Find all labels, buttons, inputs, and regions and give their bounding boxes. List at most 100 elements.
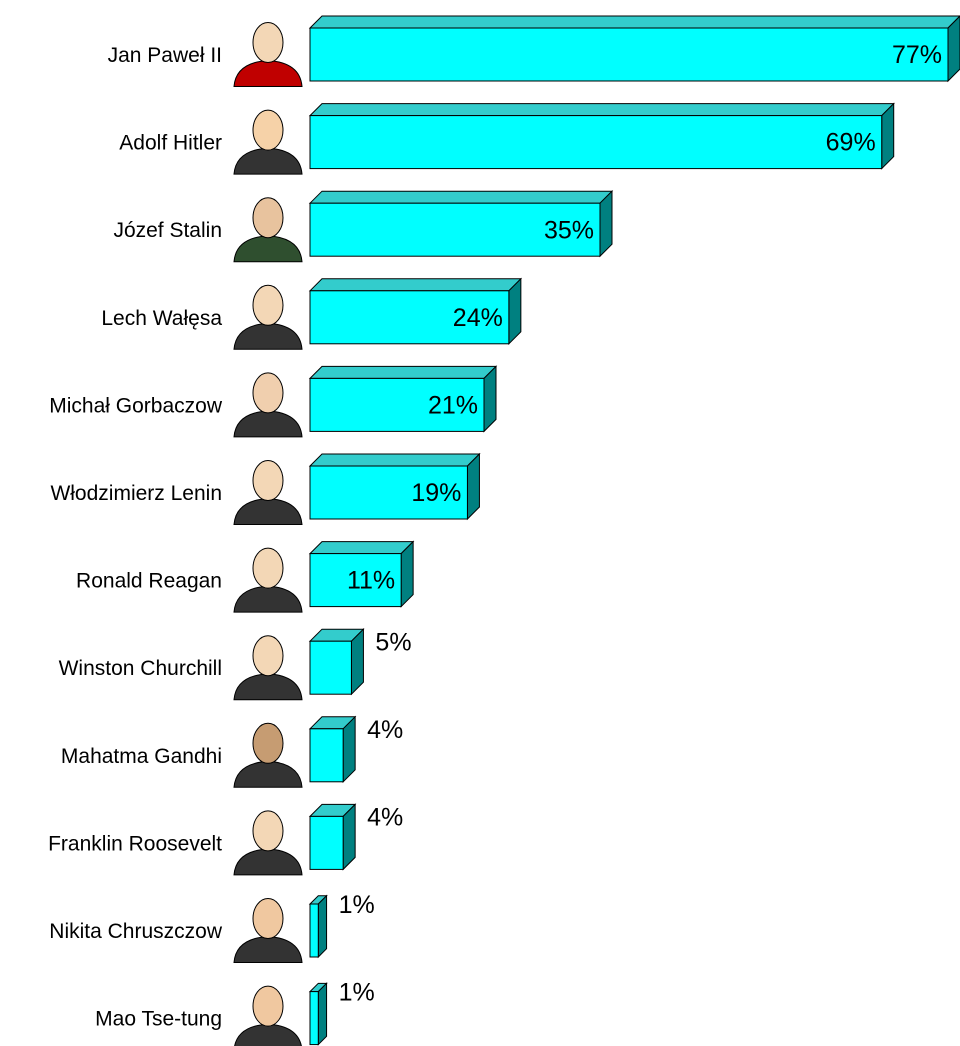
value-label: 19%	[411, 479, 461, 507]
portrait-body	[233, 322, 303, 350]
category-label: Lech Wałęsa	[101, 307, 222, 330]
category-label: Józef Stalin	[113, 219, 222, 242]
category-label: Włodzimierz Lenin	[50, 482, 222, 505]
portrait-head	[252, 985, 284, 1027]
value-label: 4%	[367, 804, 403, 832]
bar-front	[309, 465, 468, 520]
bar-front	[309, 903, 319, 958]
portrait-body	[233, 410, 303, 438]
portrait-body	[233, 585, 303, 613]
category-label: Nikita Chruszczow	[49, 920, 223, 943]
bar-side	[342, 803, 356, 871]
bar-side	[947, 15, 960, 83]
bar-top	[308, 541, 415, 555]
portrait	[233, 460, 303, 525]
category-label: Jan Paweł II	[108, 44, 222, 67]
bar	[308, 627, 365, 696]
bar-top	[308, 15, 960, 29]
value-label: 21%	[428, 392, 478, 420]
category-label: Ronald Reagan	[76, 570, 222, 593]
portrait-head	[252, 284, 284, 326]
bar	[308, 102, 895, 170]
value-label: 4%	[367, 716, 403, 744]
bar	[308, 452, 481, 521]
bar	[308, 277, 523, 346]
portrait-head	[252, 460, 284, 501]
bar-side	[342, 715, 356, 784]
bar-front	[309, 377, 485, 432]
portrait	[233, 22, 303, 87]
bar-top	[308, 365, 498, 379]
bar-front	[309, 815, 344, 870]
bar-front	[309, 640, 352, 695]
bar-side	[400, 540, 414, 608]
portrait-head	[252, 722, 284, 764]
portrait-body	[233, 497, 303, 525]
portrait	[233, 547, 303, 613]
portrait	[233, 284, 303, 350]
bar-top	[308, 453, 481, 467]
bar	[308, 715, 357, 784]
bar-front	[309, 553, 402, 608]
category-label: Mahatma Gandhi	[61, 745, 222, 768]
portrait-body	[233, 59, 303, 87]
category-label: Winston Churchill	[59, 657, 222, 680]
bar-front	[309, 115, 883, 170]
bar	[308, 15, 960, 83]
portrait	[233, 722, 303, 788]
bar	[308, 540, 415, 608]
category-label: Michał Gorbaczow	[49, 394, 223, 417]
portrait-head	[252, 372, 284, 414]
portrait	[233, 635, 303, 701]
value-label: 11%	[347, 567, 395, 595]
value-label: 1%	[339, 979, 375, 1007]
portrait-body	[233, 760, 303, 788]
bar-top	[308, 103, 895, 117]
bar-front	[309, 991, 319, 1046]
category-label: Franklin Roosevelt	[48, 832, 222, 855]
bar	[308, 982, 328, 1046]
portrait-body	[233, 673, 303, 701]
bar	[308, 365, 498, 433]
bar-top	[308, 190, 614, 204]
portrait-body	[233, 147, 303, 175]
portrait-body	[233, 235, 303, 263]
value-label: 69%	[826, 129, 876, 157]
portrait-head	[252, 898, 284, 939]
portrait	[234, 985, 302, 1046]
bar-side	[317, 982, 328, 1046]
bar-side	[483, 365, 497, 433]
portrait	[233, 109, 303, 175]
value-label: 5%	[375, 628, 411, 656]
value-label: 24%	[453, 304, 503, 332]
bar-side	[881, 102, 895, 170]
bar-side	[350, 627, 364, 696]
portrait-body	[233, 848, 303, 876]
portrait-head	[252, 635, 284, 677]
bar-side	[599, 189, 613, 258]
category-label: Mao Tse-tung	[95, 1008, 222, 1031]
portrait-head	[252, 197, 284, 239]
bar-side	[508, 277, 522, 346]
portrait	[233, 898, 303, 963]
bar-front	[309, 27, 949, 82]
value-label: 35%	[544, 216, 594, 244]
portrait-body	[234, 1023, 302, 1046]
bar-top	[308, 278, 523, 292]
portrait	[233, 197, 303, 263]
portrait-head	[252, 109, 284, 151]
bar-front	[309, 728, 344, 783]
category-label: Adolf Hitler	[119, 132, 222, 155]
portrait-head	[252, 810, 284, 852]
portrait	[233, 810, 303, 876]
bar-side	[466, 452, 480, 521]
portrait-head	[252, 547, 284, 589]
value-label: 77%	[892, 41, 942, 69]
bar-side	[317, 894, 328, 959]
value-label: 1%	[339, 891, 375, 919]
bar-front	[309, 290, 510, 345]
portrait-head	[252, 22, 284, 63]
portrait-body	[233, 935, 303, 963]
bar-front	[309, 202, 601, 257]
